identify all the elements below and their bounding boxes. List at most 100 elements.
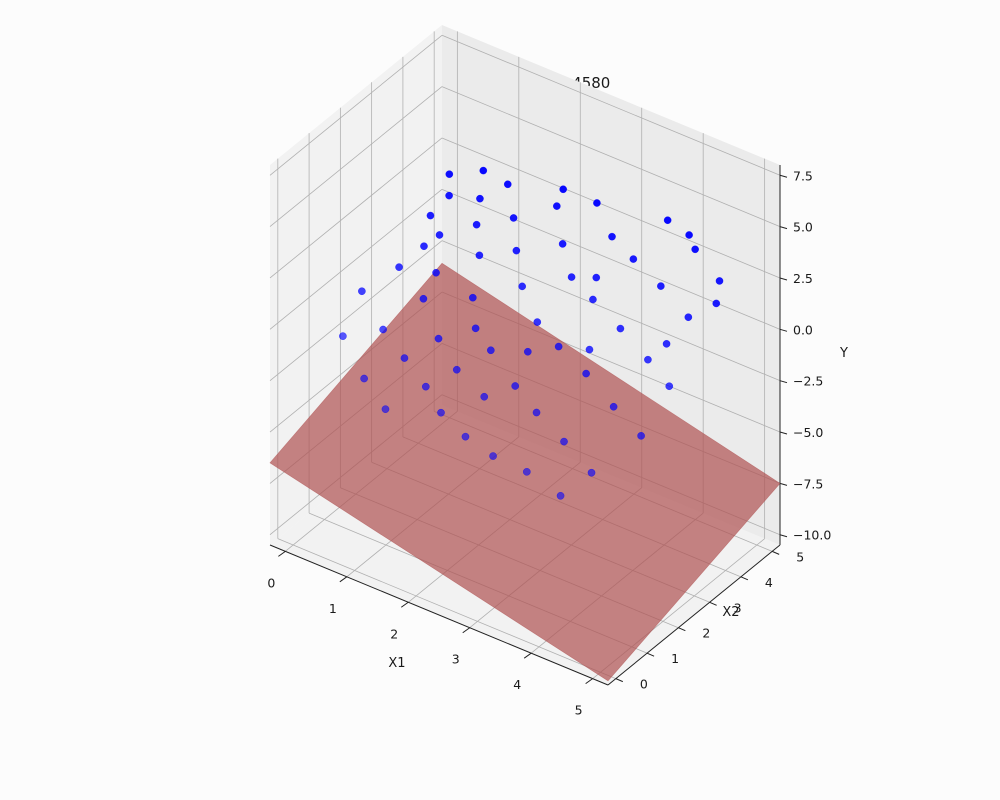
data-point (381, 405, 390, 414)
y-tick-mark (779, 431, 788, 435)
data-point (476, 194, 484, 203)
x2-tick-mark (646, 652, 655, 657)
x2-tick-label: 2 (702, 626, 710, 641)
data-point (489, 452, 497, 460)
data-point (400, 354, 409, 362)
data-point (556, 491, 565, 500)
scatter-points-front (339, 166, 724, 500)
x1-tick-mark (278, 550, 286, 557)
y-tick-label: −5.0 (793, 425, 823, 440)
y-tick-label: 5.0 (793, 220, 813, 235)
x2-tick-mark (709, 601, 717, 606)
y-tick-mark (779, 534, 788, 538)
x1-tick-label: 0 (267, 575, 275, 590)
y-axis-label: Y (839, 346, 848, 361)
grid-line-y-back (441, 240, 781, 382)
data-point (532, 408, 541, 417)
data-point (468, 293, 477, 302)
x2-tick-mark (771, 550, 780, 555)
data-point (691, 245, 699, 254)
data-point (445, 170, 454, 179)
data-point (360, 374, 368, 383)
x1-tick-label: 3 (452, 652, 460, 667)
data-point (445, 191, 453, 200)
grid-line-y-back (441, 34, 781, 176)
x1-tick-label: 5 (575, 703, 583, 718)
x2-axis-line (607, 544, 781, 686)
y-tick-label: −10.0 (793, 528, 831, 543)
x1-tick-label: 1 (329, 601, 337, 616)
y-tick-mark (779, 482, 788, 486)
data-point (589, 295, 597, 304)
data-point (479, 166, 488, 175)
data-point (512, 246, 521, 255)
data-point (472, 220, 481, 229)
y-tick-mark (779, 174, 788, 178)
data-point (358, 287, 366, 296)
data-point (434, 334, 443, 343)
data-point (522, 467, 531, 476)
axis-lines (269, 165, 788, 686)
grid-line-y-back (441, 86, 781, 227)
data-point (585, 345, 594, 354)
data-point (552, 202, 561, 210)
data-point (662, 339, 671, 348)
x2-tick-label: 1 (671, 651, 679, 666)
data-point (715, 277, 724, 285)
data-point (509, 214, 518, 222)
data-point (475, 251, 484, 260)
data-point (558, 240, 567, 248)
data-point (435, 231, 444, 239)
data-point (379, 325, 387, 334)
x1-tick-mark (585, 678, 593, 685)
x2-axis-label: X2 (722, 605, 739, 620)
x1-tick-mark (462, 627, 471, 634)
x2-tick-label: 5 (796, 549, 804, 564)
data-point (567, 273, 576, 281)
y-tick-label: −7.5 (793, 476, 823, 491)
x2-tick-label: 0 (640, 677, 648, 692)
data-point (452, 365, 461, 374)
data-point (432, 268, 440, 277)
data-point (629, 255, 638, 263)
grid-line-y-left (269, 34, 443, 176)
data-point (420, 242, 428, 251)
data-point (559, 185, 568, 194)
data-point (419, 294, 428, 303)
data-point (426, 211, 435, 220)
y-tick-mark (779, 328, 788, 332)
grid-line-y-back (441, 137, 781, 279)
data-point (480, 392, 489, 401)
data-point (665, 382, 674, 391)
y-tick-mark (779, 277, 788, 281)
y-tick-label: 0.0 (793, 322, 813, 337)
data-point (339, 332, 347, 341)
x2-tick-label: 4 (765, 575, 773, 590)
grid-line-x2-floor (277, 538, 616, 680)
y-tick-mark (779, 380, 788, 384)
y-tick-label: 2.5 (793, 271, 813, 286)
data-point (554, 342, 563, 351)
data-point (685, 231, 693, 239)
x1-axis-label: X1 (388, 656, 405, 671)
data-point (592, 273, 601, 282)
data-point (503, 180, 512, 189)
x1-tick-label: 4 (513, 677, 521, 692)
y-tick-label: 7.5 (793, 168, 813, 183)
x2-tick-mark (740, 576, 749, 581)
data-point (518, 282, 527, 291)
data-point (523, 347, 532, 356)
data-point (486, 346, 495, 355)
data-point (461, 432, 470, 441)
data-point (663, 216, 672, 225)
data-point (471, 324, 480, 333)
data-point (593, 199, 601, 207)
data-point (560, 437, 568, 446)
data-point (616, 324, 625, 333)
data-point (644, 355, 652, 364)
x2-tick-mark (615, 678, 624, 683)
grid-line-y-left (269, 240, 443, 381)
data-point (582, 369, 590, 378)
data-point (657, 282, 665, 290)
